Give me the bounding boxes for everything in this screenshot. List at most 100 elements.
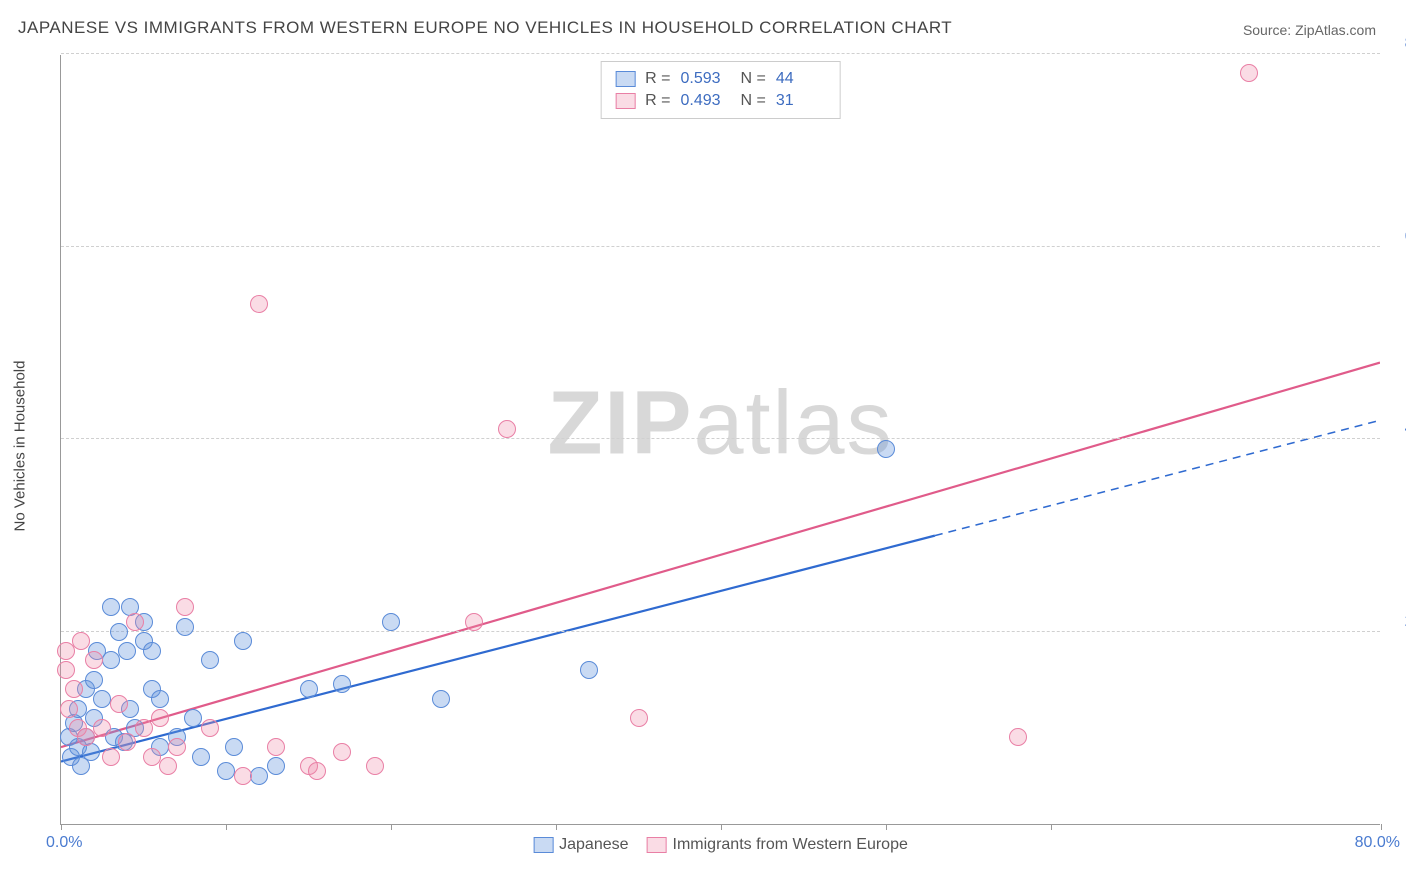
data-point — [877, 440, 895, 458]
watermark: ZIPatlas — [547, 373, 893, 476]
data-point — [432, 690, 450, 708]
data-point — [201, 651, 219, 669]
data-point — [333, 743, 351, 761]
data-point — [250, 295, 268, 313]
gridline — [61, 246, 1380, 247]
gridline — [61, 438, 1380, 439]
data-point — [85, 671, 103, 689]
gridline — [61, 53, 1380, 54]
legend-item-western-europe: Immigrants from Western Europe — [647, 836, 908, 854]
data-point — [126, 613, 144, 631]
data-point — [382, 613, 400, 631]
data-point — [300, 680, 318, 698]
data-point — [65, 680, 83, 698]
y-tick-label: 80.0% — [1390, 35, 1406, 53]
x-tick — [226, 824, 227, 830]
data-point — [93, 690, 111, 708]
data-point — [102, 598, 120, 616]
data-point — [110, 695, 128, 713]
y-tick-label: 40.0% — [1390, 420, 1406, 438]
legend-item-japanese: Japanese — [533, 836, 628, 854]
n-label: N = — [741, 92, 766, 110]
source-attribution: Source: ZipAtlas.com — [1243, 22, 1376, 38]
data-point — [465, 613, 483, 631]
watermark-zip: ZIP — [547, 374, 693, 474]
y-tick-label: 60.0% — [1390, 228, 1406, 246]
data-point — [184, 709, 202, 727]
data-point — [102, 651, 120, 669]
data-point — [201, 719, 219, 737]
y-axis-label: No Vehicles in Household — [12, 361, 29, 532]
data-point — [192, 748, 210, 766]
data-point — [217, 762, 235, 780]
x-tick — [556, 824, 557, 830]
n-label: N = — [741, 70, 766, 88]
swatch-pink-icon — [615, 93, 635, 109]
plot-area: ZIPatlas 20.0%40.0%60.0%80.0% 0.0% 80.0%… — [60, 55, 1380, 825]
data-point — [366, 757, 384, 775]
data-point — [118, 642, 136, 660]
legend-label-western-europe: Immigrants from Western Europe — [673, 836, 908, 854]
x-tick — [61, 824, 62, 830]
data-point — [60, 700, 78, 718]
trend-lines-svg — [61, 55, 1380, 824]
data-point — [1009, 728, 1027, 746]
series-legend: Japanese Immigrants from Western Europe — [533, 836, 908, 854]
gridline — [61, 631, 1380, 632]
data-point — [102, 748, 120, 766]
data-point — [110, 623, 128, 641]
chart-title: JAPANESE VS IMMIGRANTS FROM WESTERN EURO… — [18, 18, 952, 38]
legend-row-japanese: R = 0.593 N = 44 — [615, 68, 826, 90]
data-point — [176, 618, 194, 636]
x-tick — [721, 824, 722, 830]
data-point — [72, 632, 90, 650]
data-point — [333, 675, 351, 693]
r-label: R = — [645, 92, 670, 110]
data-point — [85, 651, 103, 669]
r-label: R = — [645, 70, 670, 88]
swatch-pink-icon — [647, 837, 667, 853]
legend-row-western-europe: R = 0.493 N = 31 — [615, 90, 826, 112]
n-value-japanese: 44 — [776, 70, 826, 88]
data-point — [168, 738, 186, 756]
swatch-blue-icon — [615, 71, 635, 87]
correlation-legend: R = 0.593 N = 44 R = 0.493 N = 31 — [600, 61, 841, 119]
r-value-japanese: 0.593 — [681, 70, 731, 88]
trend-line — [61, 536, 935, 762]
data-point — [1240, 64, 1258, 82]
data-point — [308, 762, 326, 780]
data-point — [143, 748, 161, 766]
x-tick — [1051, 824, 1052, 830]
y-tick-label: 20.0% — [1390, 613, 1406, 631]
data-point — [630, 709, 648, 727]
data-point — [234, 632, 252, 650]
data-point — [225, 738, 243, 756]
r-value-western-europe: 0.493 — [681, 92, 731, 110]
watermark-atlas: atlas — [693, 374, 893, 474]
x-tick — [391, 824, 392, 830]
data-point — [151, 709, 169, 727]
legend-label-japanese: Japanese — [559, 836, 628, 854]
x-tick-first: 0.0% — [46, 834, 82, 852]
data-point — [143, 642, 161, 660]
data-point — [250, 767, 268, 785]
trend-line — [61, 363, 1380, 747]
x-tick — [886, 824, 887, 830]
data-point — [57, 661, 75, 679]
data-point — [159, 757, 177, 775]
n-value-western-europe: 31 — [776, 92, 826, 110]
data-point — [267, 757, 285, 775]
x-tick-last: 80.0% — [1355, 834, 1400, 852]
data-point — [498, 420, 516, 438]
data-point — [151, 690, 169, 708]
data-point — [580, 661, 598, 679]
data-point — [118, 733, 136, 751]
data-point — [93, 719, 111, 737]
data-point — [135, 719, 153, 737]
data-point — [267, 738, 285, 756]
swatch-blue-icon — [533, 837, 553, 853]
data-point — [176, 598, 194, 616]
x-tick — [1381, 824, 1382, 830]
data-point — [234, 767, 252, 785]
data-point — [77, 728, 95, 746]
